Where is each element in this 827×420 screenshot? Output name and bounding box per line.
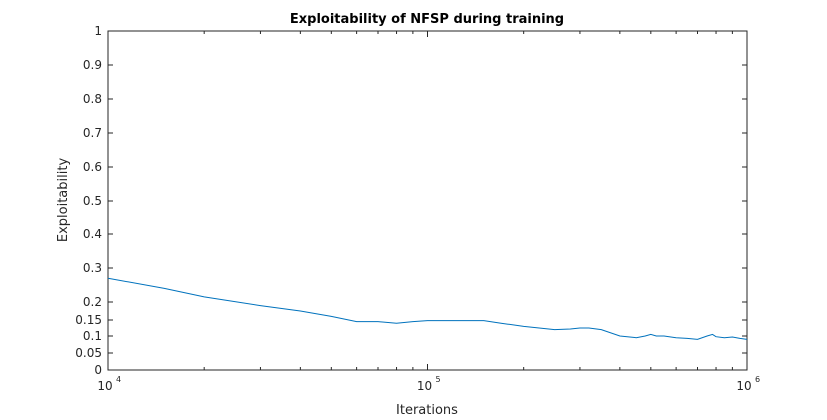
plot-area	[107, 30, 748, 371]
chart-title: Exploitability of NFSP during training	[290, 12, 564, 27]
x-tick-exponent: 6	[755, 375, 760, 384]
x-tick-label: 10	[736, 379, 751, 393]
y-tick-label: 0.6	[83, 160, 102, 174]
y-tick-label: 0.15	[75, 313, 102, 327]
y-axis: 0 0.05 0.1 0.15 0.2 0.3 0.4 0.5 0.6 0.7 0.8 0.9 1	[75, 24, 747, 377]
y-tick-label: 1	[94, 24, 102, 38]
series-line	[107, 277, 748, 340]
y-tick-label: 0.5	[83, 194, 102, 208]
y-tick-label: 0.9	[83, 58, 102, 72]
x-axis: 10 4 10 5 10 6	[97, 31, 760, 393]
y-tick-label: 0.3	[83, 261, 102, 275]
y-tick-label: 0	[94, 363, 102, 377]
x-tick-label: 10	[97, 379, 112, 393]
y-tick-label: 0.4	[83, 227, 102, 241]
y-tick-label: 0.1	[83, 329, 102, 343]
y-tick-label: 0.8	[83, 92, 102, 106]
x-tick-label: 10	[417, 379, 432, 393]
y-tick-label: 0.2	[83, 295, 102, 309]
y-tick-label: 0.7	[83, 126, 102, 140]
x-tick-exponent: 4	[116, 375, 121, 384]
x-tick-exponent: 5	[436, 375, 441, 384]
y-axis-label: Exploitability	[56, 158, 71, 243]
x-axis-label: Iterations	[396, 403, 458, 418]
y-tick-label: 0.05	[75, 346, 102, 360]
